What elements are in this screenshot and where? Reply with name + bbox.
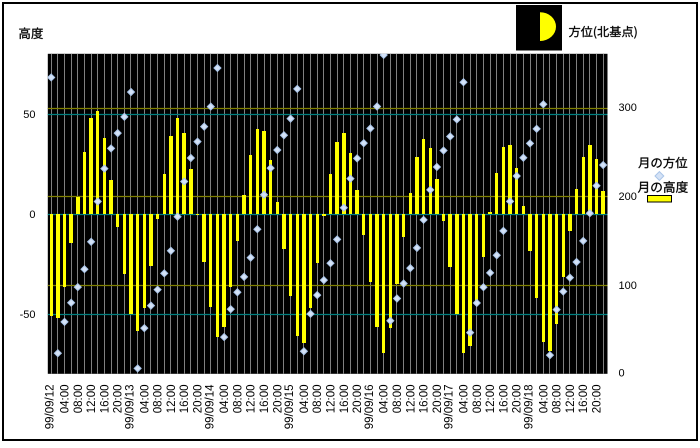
svg-text:08:00: 08:00: [73, 385, 85, 414]
svg-text:04:00: 04:00: [219, 385, 231, 414]
svg-text:99/09/13: 99/09/13: [125, 385, 137, 430]
svg-text:16:00: 16:00: [339, 385, 351, 414]
svg-text:200: 200: [619, 191, 637, 203]
svg-text:04:00: 04:00: [139, 385, 151, 414]
svg-text:08:00: 08:00: [232, 385, 244, 414]
svg-text:-50: -50: [20, 309, 36, 321]
svg-text:04:00: 04:00: [299, 385, 311, 414]
svg-text:300: 300: [619, 102, 637, 114]
svg-text:08:00: 08:00: [312, 385, 324, 414]
svg-text:08:00: 08:00: [153, 385, 165, 414]
svg-text:99/09/17: 99/09/17: [444, 385, 456, 430]
svg-text:20:00: 20:00: [352, 385, 364, 414]
svg-text:16:00: 16:00: [179, 385, 191, 414]
svg-text:99/09/14: 99/09/14: [204, 384, 216, 429]
svg-text:20:00: 20:00: [193, 385, 205, 414]
svg-text:50: 50: [23, 109, 35, 121]
svg-text:16:00: 16:00: [498, 385, 510, 414]
svg-text:20:00: 20:00: [512, 385, 524, 414]
svg-text:20:00: 20:00: [432, 385, 444, 414]
svg-text:0: 0: [29, 209, 35, 221]
svg-text:04:00: 04:00: [459, 385, 471, 414]
svg-text:12:00: 12:00: [326, 385, 338, 414]
svg-text:20:00: 20:00: [113, 385, 125, 414]
svg-text:04:00: 04:00: [60, 385, 72, 414]
svg-text:16:00: 16:00: [578, 385, 590, 414]
svg-text:99/09/15: 99/09/15: [284, 385, 296, 430]
svg-text:0: 0: [619, 368, 625, 380]
svg-text:12:00: 12:00: [246, 385, 258, 414]
svg-text:08:00: 08:00: [392, 385, 404, 414]
svg-text:12:00: 12:00: [405, 385, 417, 414]
svg-text:99/09/16: 99/09/16: [364, 385, 376, 430]
svg-text:16:00: 16:00: [259, 385, 271, 414]
svg-text:08:00: 08:00: [552, 385, 564, 414]
svg-text:16:00: 16:00: [419, 385, 431, 414]
svg-text:99/09/12: 99/09/12: [45, 385, 57, 430]
svg-text:12:00: 12:00: [86, 385, 98, 414]
svg-text:99/09/18: 99/09/18: [524, 385, 536, 430]
svg-text:12:00: 12:00: [485, 384, 497, 413]
svg-text:12:00: 12:00: [565, 385, 577, 414]
svg-text:04:00: 04:00: [379, 385, 391, 414]
svg-text:12:00: 12:00: [166, 385, 178, 414]
svg-text:16:00: 16:00: [99, 385, 111, 414]
svg-text:04:00: 04:00: [538, 385, 550, 414]
svg-text:20:00: 20:00: [592, 385, 604, 414]
svg-text:100: 100: [619, 280, 637, 292]
svg-text:08:00: 08:00: [472, 385, 484, 414]
svg-text:20:00: 20:00: [272, 385, 284, 414]
